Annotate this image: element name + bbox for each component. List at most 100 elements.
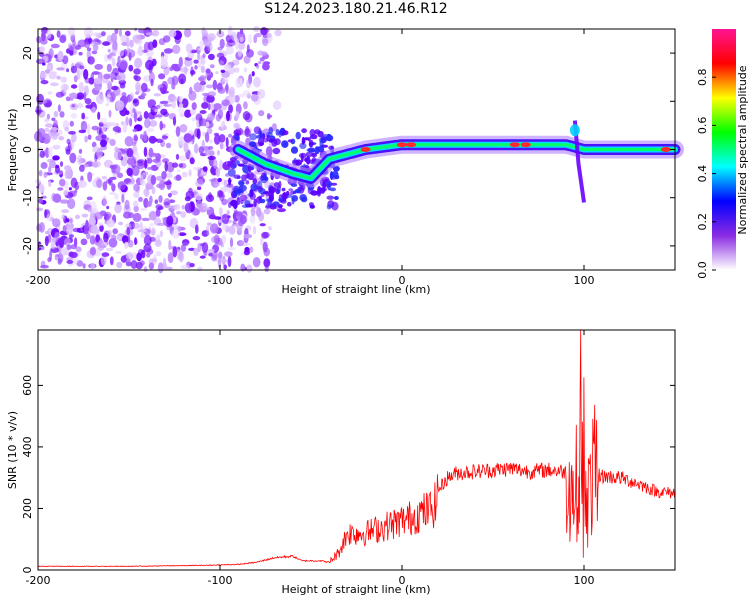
noise-speckle	[180, 78, 184, 85]
noise-speckle	[62, 55, 69, 64]
noise-speckle	[147, 157, 153, 164]
noise-speckle	[217, 177, 222, 183]
noise-speckle	[63, 190, 69, 196]
noise-speckle	[115, 250, 123, 254]
noise-speckle	[228, 225, 236, 235]
noise-speckle	[146, 201, 152, 207]
noise-speckle	[263, 208, 271, 215]
noise-speckle	[139, 114, 143, 122]
noise-speckle	[71, 133, 77, 143]
noise-speckle	[213, 134, 221, 145]
noise-speckle	[207, 155, 216, 161]
noise-speckle	[219, 38, 225, 49]
noise-speckle	[70, 84, 78, 89]
transition-speckle	[287, 201, 292, 207]
spectrogram-signal-ridge	[229, 120, 684, 203]
transition-speckle	[263, 137, 269, 143]
noise-speckle	[51, 192, 57, 202]
noise-speckle	[92, 71, 100, 75]
noise-speckle	[66, 68, 70, 73]
noise-speckle	[179, 123, 188, 133]
noise-speckle	[86, 196, 93, 201]
noise-speckle	[172, 44, 181, 54]
snr-y-axis-label: SNR (10 * v/v)	[6, 411, 19, 489]
noise-speckle	[146, 127, 155, 133]
noise-speckle	[92, 44, 99, 52]
noise-speckle	[239, 214, 247, 225]
transition-speckle	[245, 180, 250, 185]
transition-speckle	[281, 140, 289, 148]
noise-speckle	[150, 152, 158, 157]
noise-speckle	[157, 222, 166, 226]
transition-speckle	[265, 205, 270, 209]
noise-speckle	[218, 60, 224, 66]
noise-speckle	[150, 229, 156, 236]
noise-speckle	[197, 266, 203, 272]
noise-speckle	[91, 50, 98, 55]
noise-speckle	[246, 79, 251, 89]
noise-speckle	[268, 226, 272, 231]
noise-speckle	[65, 218, 70, 223]
transition-speckle	[268, 194, 274, 202]
noise-speckle	[225, 137, 229, 148]
noise-speckle	[59, 199, 69, 204]
noise-speckle	[116, 261, 123, 269]
noise-speckle	[180, 264, 190, 269]
noise-speckle	[46, 113, 51, 120]
noise-speckle	[167, 252, 174, 264]
noise-speckle	[155, 251, 162, 257]
noise-speckle	[69, 92, 78, 99]
x-tick-label: 0	[399, 274, 406, 287]
noise-speckle	[171, 100, 177, 109]
noise-speckle	[125, 223, 132, 229]
noise-speckle	[94, 63, 103, 70]
noise-speckle	[60, 247, 70, 256]
noise-speckle	[87, 134, 92, 140]
noise-speckle	[105, 103, 109, 107]
transition-speckle	[305, 155, 311, 165]
noise-speckle	[102, 41, 111, 46]
noise-speckle	[250, 207, 256, 217]
x-tick-label: -100	[208, 274, 233, 287]
y-tick-label: -10	[21, 189, 34, 207]
noise-speckle	[175, 153, 180, 160]
noise-speckle	[168, 239, 172, 251]
noise-speckle	[68, 44, 75, 51]
noise-speckle	[238, 93, 244, 98]
noise-speckle	[198, 146, 204, 154]
noise-speckle	[221, 213, 230, 225]
transition-speckle	[309, 134, 318, 140]
noise-speckle	[243, 55, 251, 64]
noise-speckle	[204, 149, 211, 156]
noise-speckle	[265, 146, 273, 157]
noise-speckle	[257, 89, 266, 99]
noise-speckle	[78, 129, 87, 134]
noise-speckle	[69, 152, 77, 164]
noise-speckle	[117, 151, 122, 160]
noise-speckle	[91, 106, 96, 113]
noise-speckle	[171, 82, 176, 90]
noise-speckle	[174, 226, 179, 230]
noise-speckle	[137, 111, 142, 115]
noise-speckle	[112, 126, 122, 132]
noise-speckle	[105, 179, 112, 184]
transition-speckle	[274, 186, 280, 191]
noise-speckle	[260, 237, 264, 246]
transition-speckle	[326, 195, 335, 200]
noise-speckle	[150, 175, 157, 185]
noise-speckle	[231, 31, 237, 42]
noise-speckle	[86, 232, 91, 240]
transition-speckle	[238, 184, 247, 192]
noise-speckle	[90, 224, 100, 236]
noise-speckle	[81, 213, 89, 218]
ridge-hotspot	[397, 142, 407, 148]
noise-speckle	[207, 113, 216, 121]
noise-speckle	[199, 40, 204, 49]
noise-speckle	[48, 129, 52, 141]
noise-speckle	[158, 73, 166, 80]
noise-speckle	[114, 28, 119, 35]
noise-speckle	[128, 52, 132, 61]
noise-speckle	[79, 164, 85, 172]
transition-speckle	[317, 130, 324, 138]
noise-speckle	[44, 123, 54, 128]
